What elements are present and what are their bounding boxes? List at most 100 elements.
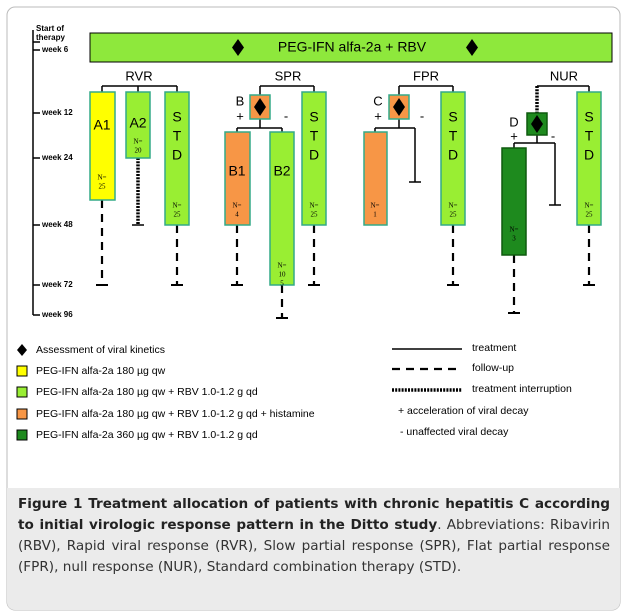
label: SPR [275,68,302,83]
label: Assessment of viral kinetics [36,344,165,356]
label: N= [133,138,142,146]
label: week 24 [41,153,73,162]
label: D [309,147,319,163]
label: A2 [129,115,146,131]
label: 25 [586,211,594,219]
label: 25 [99,183,107,191]
assessment-diamond [393,98,405,116]
label: PEG-IFN alfa-2a 180 µg qw + RBV 1.0-1.2 … [36,408,315,420]
label: + acceleration of viral decay [398,405,529,417]
label: 20 [135,147,143,155]
caption-bg [7,488,620,610]
label: + [374,108,382,123]
caption: Figure 1 Treatment allocation of patient… [18,494,610,578]
legend-swatch [16,365,28,377]
assessment-diamond [232,39,244,56]
arm-labels: A1N=25A2N=20STDN=25B1N=4B2N=105STDN=25N=… [93,109,594,288]
label: treatment interruption [472,383,572,395]
legend-diamond [17,344,27,356]
label: week 72 [41,280,73,289]
interruption-line [136,86,539,225]
label: week 96 [41,310,73,319]
label: S [172,109,181,125]
label: N= [172,202,181,210]
end-tick [96,284,595,319]
arm-box [576,91,602,226]
label: FPR [413,68,439,83]
label: 25 [311,211,319,219]
label: RVR [125,68,152,83]
label: N= [277,262,286,270]
label: N= [448,202,457,210]
label: - [284,108,288,123]
legend-swatch [16,386,28,398]
arm-box [89,91,116,201]
label: follow-up [472,362,514,374]
label: D [509,114,518,129]
label: N= [370,202,379,210]
label: 10 [279,271,287,279]
label: Start of [36,24,64,33]
label: NUR [550,68,578,83]
label: 25 [174,211,182,219]
assessment-diamond [466,39,478,56]
label: - unaffected viral decay [400,426,509,438]
label: - [551,128,555,143]
arm-box [164,91,190,226]
therapy-bar [89,32,613,63]
label: week 48 [41,220,73,229]
label: T [310,128,319,144]
follow-up-line [100,200,591,318]
arm-box [501,147,527,256]
arm-box [224,131,251,226]
arm-box [301,91,327,226]
assessment-diamond [531,115,543,133]
label: + [236,108,244,123]
label: - [420,108,424,123]
label: N= [509,226,518,234]
bracket [101,85,590,206]
label: N= [309,202,318,210]
label: D [584,147,594,163]
arm-box [440,91,466,226]
arm-box [125,91,151,159]
label: week 6 [41,45,69,54]
label: C [373,93,382,108]
label: N= [232,202,241,210]
label: B1 [228,163,245,179]
legend-swatch [16,408,28,420]
label: PEG-IFN alfa-2a + RBV [278,39,427,55]
label: D [448,147,458,163]
arm-box [363,131,388,226]
label: S [309,109,318,125]
label: B [236,93,245,108]
label: PEG-IFN alfa-2a 180 µg qw + RBV 1.0-1.2 … [36,386,258,398]
label: 3 [512,235,516,243]
label: 4 [235,211,239,219]
label: + [510,128,518,143]
label: 25 [450,211,458,219]
arm-box [269,131,295,286]
label: therapy [36,33,65,42]
label: N= [584,202,593,210]
label: week 12 [41,108,73,117]
label: S [584,109,593,125]
legend-swatch [16,429,28,441]
label: PEG-IFN alfa-2a 180 µg qw [36,365,166,377]
label: PEG-IFN alfa-2a 360 µg qw + RBV 1.0-1.2 … [36,429,258,441]
label: S [448,109,457,125]
label: B2 [273,163,290,179]
label: T [449,128,458,144]
label: 5 [280,280,284,288]
label: D [172,147,182,163]
caption-text: . Abbreviations: Ribavirin (RBV), Rapid … [18,517,610,575]
assessment-diamond [254,98,266,116]
axis-ticks [33,41,40,316]
label: treatment [472,342,516,354]
label: A1 [93,117,110,133]
label: T [173,128,182,144]
label: T [585,128,594,144]
path [33,41,40,316]
